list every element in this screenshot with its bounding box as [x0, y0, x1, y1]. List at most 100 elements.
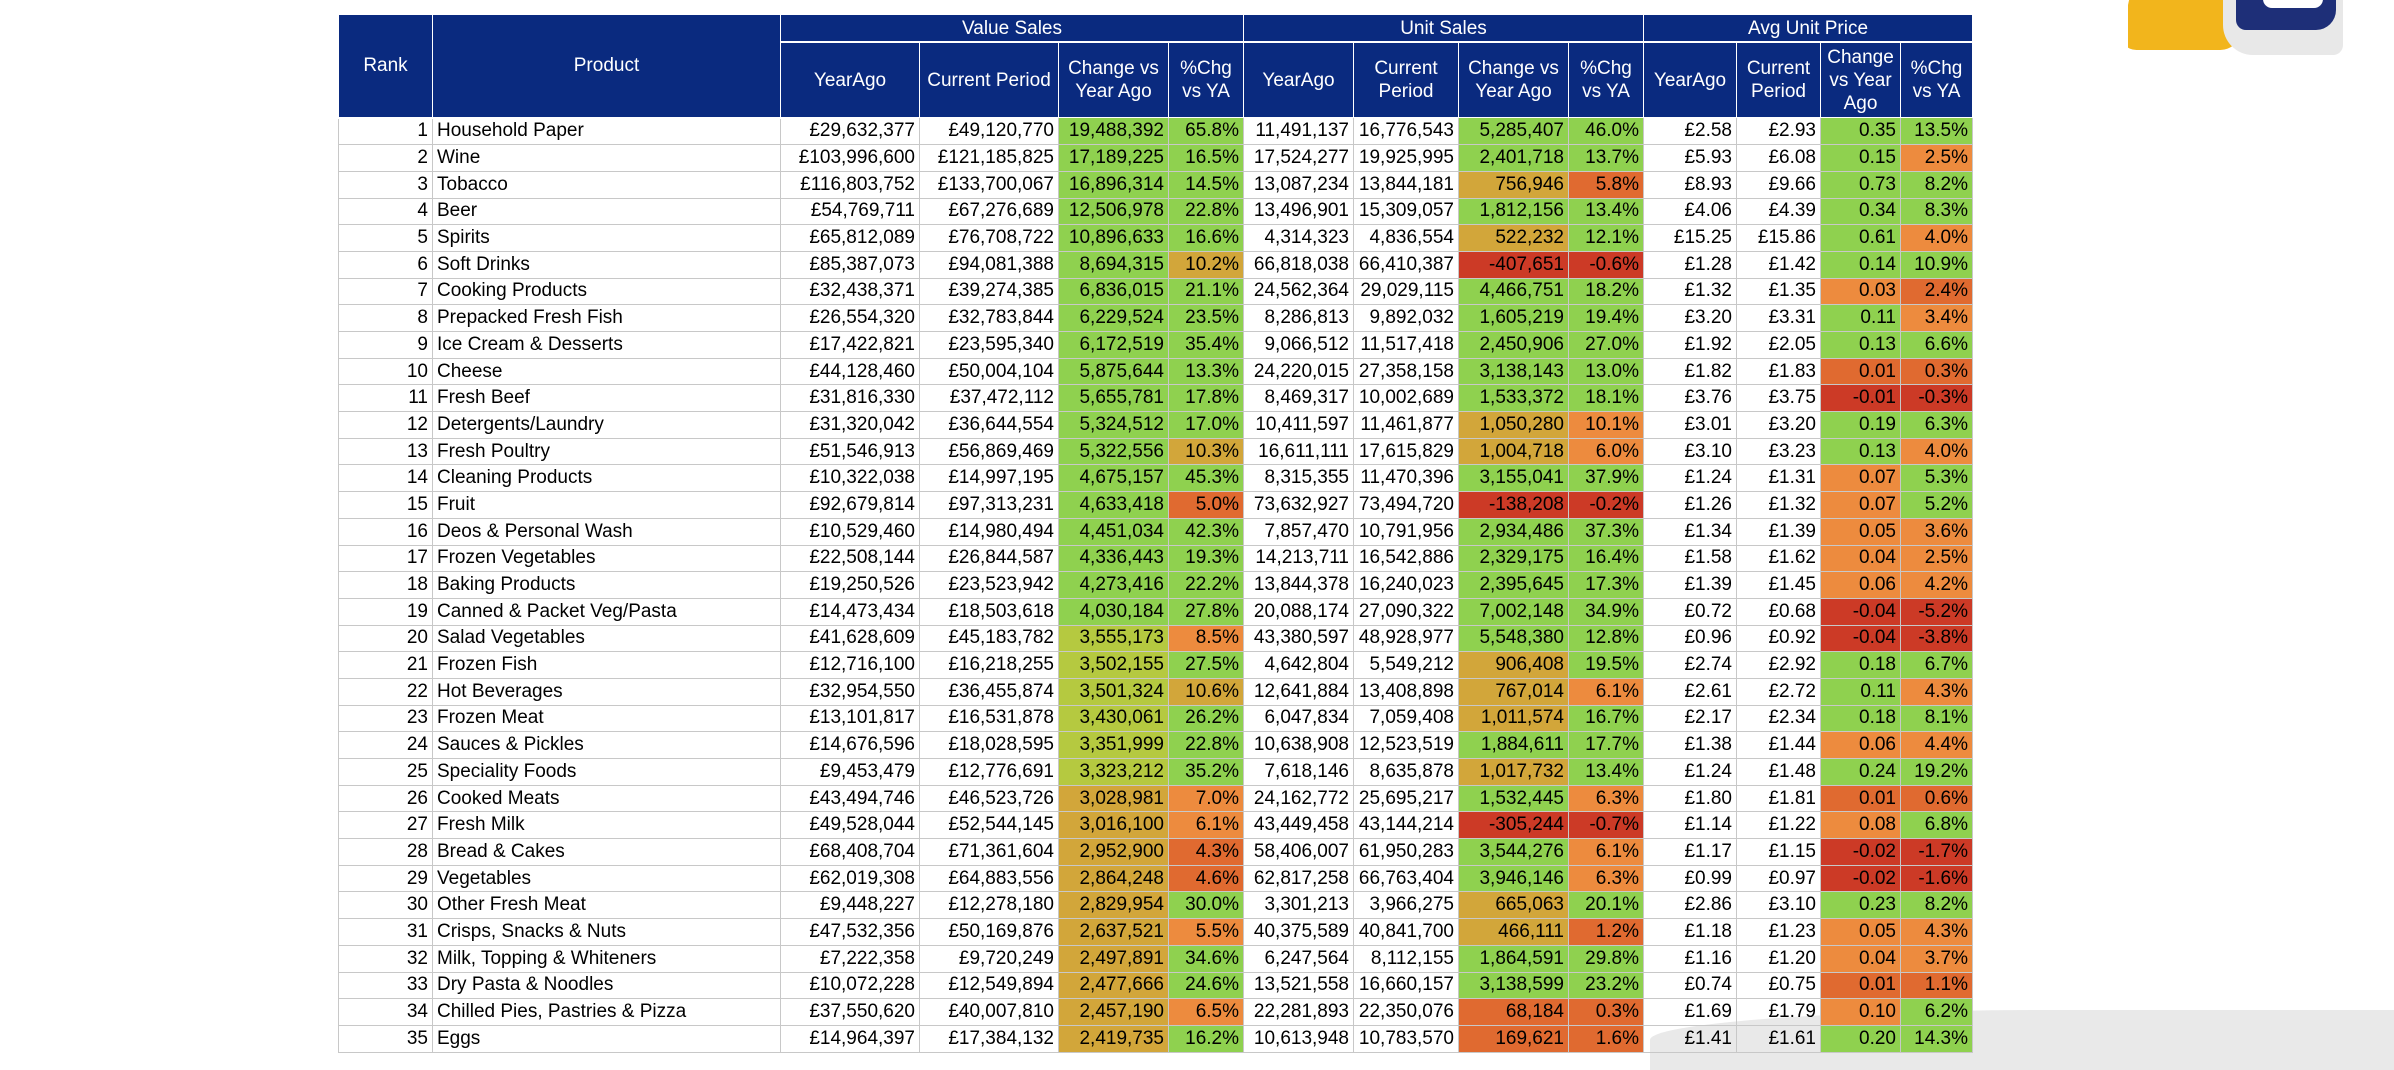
cell-value-yearago: £14,676,596 [780, 731, 920, 759]
cell-rank: 35 [338, 1024, 433, 1053]
cell-value-yearago: £54,769,711 [780, 197, 920, 226]
cell-price-pct: 0.6% [1900, 784, 1973, 813]
cell-price-change: 0.10 [1820, 998, 1901, 1026]
cell-unit-pct: 6.3% [1568, 784, 1644, 813]
cell-value-change: 4,451,034 [1058, 517, 1169, 546]
table-row: 24 Sauces & Pickles £14,676,596 £18,028,595… [338, 731, 1973, 759]
cell-unit-yearago: 11,491,137 [1243, 116, 1354, 146]
cell-unit-change: 169,621 [1458, 1024, 1569, 1053]
cell-value-yearago: £26,554,320 [780, 304, 920, 332]
cell-value-current: £23,523,942 [919, 571, 1059, 599]
cell-price-yearago: £0.72 [1643, 597, 1737, 626]
cell-unit-current: 5,549,212 [1353, 651, 1459, 679]
cell-unit-yearago: 7,618,146 [1243, 758, 1354, 786]
cell-unit-pct: 19.5% [1568, 651, 1644, 679]
table-row: 20 Salad Vegetables £41,628,609 £45,183,782… [338, 624, 1973, 653]
cell-value-change: 4,336,443 [1058, 544, 1169, 573]
cell-price-yearago: £3.10 [1643, 437, 1737, 466]
cell-price-yearago: £3.01 [1643, 411, 1737, 439]
cell-unit-yearago: 8,469,317 [1243, 384, 1354, 413]
cell-rank: 20 [338, 624, 433, 653]
cell-price-current: £1.42 [1736, 250, 1821, 279]
cell-unit-pct: 6.1% [1568, 838, 1644, 866]
cell-price-current: £1.62 [1736, 544, 1821, 573]
cell-value-yearago: £92,679,814 [780, 491, 920, 519]
cell-price-current: £2.34 [1736, 704, 1821, 733]
cell-price-current: £0.75 [1736, 971, 1821, 1000]
cell-price-pct: 10.9% [1900, 250, 1973, 279]
cell-unit-yearago: 6,047,834 [1243, 704, 1354, 733]
cell-unit-change: 1,004,718 [1458, 437, 1569, 466]
cell-price-pct: 8.1% [1900, 704, 1973, 733]
cell-unit-yearago: 13,844,378 [1243, 571, 1354, 599]
cell-rank: 22 [338, 677, 433, 706]
cell-unit-pct: 37.3% [1568, 517, 1644, 546]
cell-price-pct: 4.0% [1900, 437, 1973, 466]
header-value-yearago: YearAgo [780, 41, 920, 118]
table-row: 10 Cheese £44,128,460 £50,004,104 5,875,644 1… [338, 357, 1973, 386]
cell-price-yearago: £3.20 [1643, 304, 1737, 332]
cell-unit-yearago: 17,524,277 [1243, 144, 1354, 172]
cell-value-yearago: £19,250,526 [780, 571, 920, 599]
cell-value-yearago: £10,529,460 [780, 517, 920, 546]
cell-price-change: 0.01 [1820, 784, 1901, 813]
header-value-change: Change vs Year Ago [1058, 41, 1169, 118]
cell-rank: 31 [338, 918, 433, 946]
cell-unit-change: 3,544,276 [1458, 838, 1569, 866]
cell-rank: 34 [338, 998, 433, 1026]
cell-value-current: £9,720,249 [919, 944, 1059, 973]
cell-value-change: 2,477,666 [1058, 971, 1169, 1000]
cell-unit-yearago: 24,220,015 [1243, 357, 1354, 386]
cell-value-change: 3,016,100 [1058, 811, 1169, 840]
cell-unit-pct: 13.0% [1568, 357, 1644, 386]
cell-value-current: £14,980,494 [919, 517, 1059, 546]
cell-value-pct: 30.0% [1168, 891, 1244, 920]
cell-value-change: 3,028,981 [1058, 784, 1169, 813]
cell-price-pct: 4.4% [1900, 731, 1973, 759]
cell-product: Fresh Beef [432, 384, 781, 413]
cell-price-yearago: £1.28 [1643, 250, 1737, 279]
cell-value-change: 5,655,781 [1058, 384, 1169, 413]
cell-rank: 4 [338, 197, 433, 226]
cell-value-pct: 35.4% [1168, 331, 1244, 359]
cell-unit-pct: 1.6% [1568, 1024, 1644, 1053]
cell-product: Prepacked Fresh Fish [432, 304, 781, 332]
cell-value-yearago: £10,072,228 [780, 971, 920, 1000]
cell-value-current: £26,844,587 [919, 544, 1059, 573]
cell-unit-change: 1,017,732 [1458, 758, 1569, 786]
cell-unit-pct: 18.1% [1568, 384, 1644, 413]
cell-value-current: £18,028,595 [919, 731, 1059, 759]
cell-value-current: £12,776,691 [919, 758, 1059, 786]
cell-value-current: £17,384,132 [919, 1024, 1059, 1053]
cell-price-change: 0.14 [1820, 250, 1901, 279]
cell-product: Vegetables [432, 864, 781, 893]
cell-product: Milk, Topping & Whiteners [432, 944, 781, 973]
cell-price-yearago: £1.18 [1643, 918, 1737, 946]
cell-rank: 28 [338, 838, 433, 866]
table-row: 16 Deos & Personal Wash £10,529,460 £14,980… [338, 517, 1973, 546]
cell-rank: 12 [338, 411, 433, 439]
cell-value-yearago: £9,453,479 [780, 758, 920, 786]
cell-value-pct: 65.8% [1168, 116, 1244, 146]
cell-unit-yearago: 4,642,804 [1243, 651, 1354, 679]
cell-value-current: £18,503,618 [919, 597, 1059, 626]
cell-price-pct: -3.8% [1900, 624, 1973, 653]
cell-value-yearago: £14,964,397 [780, 1024, 920, 1053]
cell-product: Eggs [432, 1024, 781, 1053]
cell-unit-current: 43,144,214 [1353, 811, 1459, 840]
cell-unit-pct: 6.0% [1568, 437, 1644, 466]
cell-unit-current: 48,928,977 [1353, 624, 1459, 653]
cell-value-pct: 13.3% [1168, 357, 1244, 386]
table-row: 30 Other Fresh Meat £9,448,227 £12,278,180 2… [338, 891, 1973, 920]
cell-value-pct: 21.1% [1168, 277, 1244, 306]
cell-price-current: £1.45 [1736, 571, 1821, 599]
cell-price-yearago: £1.69 [1643, 998, 1737, 1026]
cell-price-change: 0.34 [1820, 197, 1901, 226]
table-row: 8 Prepacked Fresh Fish £26,554,320 £32,783,… [338, 304, 1973, 332]
cell-unit-pct: 16.7% [1568, 704, 1644, 733]
table-row: 18 Baking Products £19,250,526 £23,523,942 4… [338, 571, 1973, 599]
cell-price-yearago: £2.17 [1643, 704, 1737, 733]
cell-price-change: -0.02 [1820, 864, 1901, 893]
cell-rank: 16 [338, 517, 433, 546]
cell-unit-yearago: 66,818,038 [1243, 250, 1354, 279]
